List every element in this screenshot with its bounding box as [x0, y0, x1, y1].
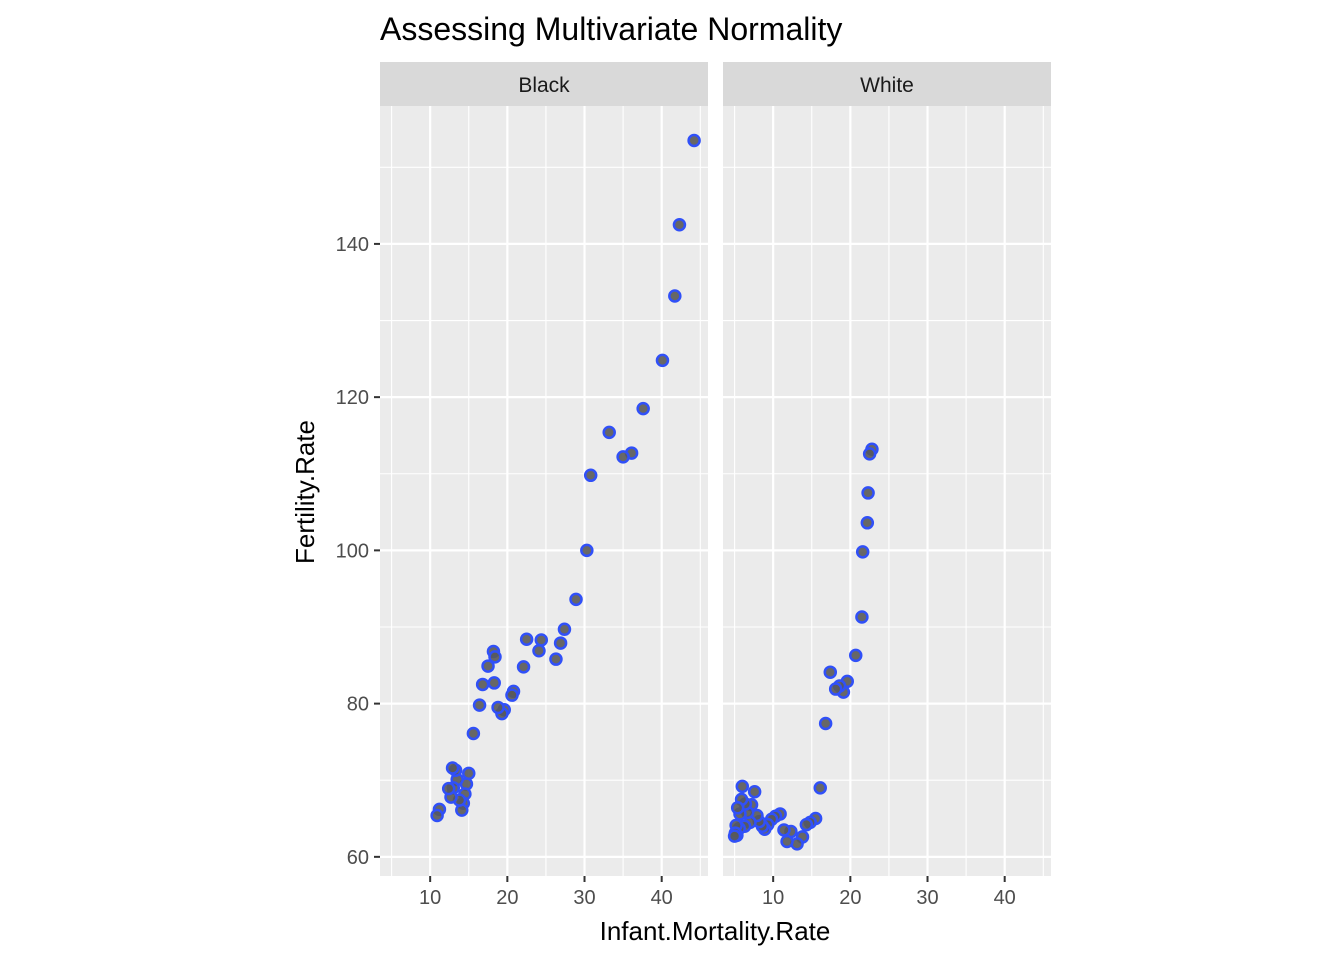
x-tick-label: 30	[573, 887, 595, 909]
data-point	[466, 726, 481, 741]
data-point	[860, 516, 875, 530]
x-axis-title: Infant.Mortality.Rate	[600, 916, 831, 946]
data-point	[445, 761, 460, 775]
data-point	[861, 486, 875, 500]
facet-strip-label: White	[860, 74, 914, 97]
data-point	[672, 218, 687, 232]
y-tick-label: 60	[347, 847, 369, 869]
data-point	[532, 643, 546, 658]
data-point	[505, 688, 519, 702]
data-point	[557, 622, 572, 637]
x-tick-label: 10	[762, 887, 784, 909]
data-point	[481, 659, 495, 673]
x-tick-label: 40	[994, 887, 1016, 909]
data-point	[491, 700, 505, 715]
data-point	[569, 592, 583, 607]
x-tick-label: 20	[839, 887, 861, 909]
data-point	[735, 779, 750, 794]
data-point	[462, 766, 476, 781]
data-point	[687, 133, 701, 148]
data-point	[472, 698, 487, 712]
data-point	[553, 636, 568, 650]
data-point	[655, 353, 670, 368]
data-points	[430, 133, 701, 823]
data-point	[862, 447, 877, 461]
x-tick-label: 20	[496, 887, 518, 909]
chart-title: Assessing Multivariate Normality	[380, 11, 842, 47]
data-point	[580, 543, 594, 558]
data-point	[813, 781, 827, 795]
data-point	[516, 660, 531, 674]
facet-strip	[723, 62, 1051, 106]
y-tick-label: 80	[347, 694, 369, 716]
x-tick-label: 10	[419, 887, 441, 909]
facet-panel-black: Black	[380, 62, 708, 876]
data-point	[549, 652, 563, 666]
data-point	[487, 676, 501, 690]
data-point	[475, 677, 490, 692]
facet-strip-label: Black	[518, 74, 570, 97]
x-tick-label: 40	[651, 887, 673, 909]
data-point	[818, 716, 833, 731]
y-tick-label: 100	[336, 540, 369, 562]
data-point	[855, 545, 870, 559]
panel-background	[380, 106, 708, 876]
data-point	[747, 784, 762, 799]
facet-panel-white: White	[723, 62, 1051, 876]
y-axis-title: Fertility.Rate	[290, 420, 320, 564]
data-point	[848, 648, 863, 663]
data-points	[727, 442, 879, 851]
data-point	[777, 823, 791, 837]
y-tick-label: 120	[336, 387, 369, 409]
data-point	[780, 834, 794, 849]
data-point	[730, 801, 745, 815]
x-tick-label: 30	[916, 887, 938, 909]
data-point	[430, 808, 444, 823]
facet-strip	[380, 62, 708, 106]
data-point	[823, 665, 838, 679]
data-point	[488, 650, 502, 664]
data-point	[519, 632, 534, 647]
x-axis-white: 10 20 30 40	[762, 876, 1016, 909]
data-point	[441, 781, 456, 796]
data-point	[602, 425, 616, 440]
data-point	[583, 468, 598, 483]
panel-background	[723, 106, 1051, 876]
data-point	[534, 633, 549, 647]
data-point	[727, 829, 742, 843]
y-tick-label: 140	[336, 234, 369, 256]
data-point	[828, 682, 843, 696]
data-point	[855, 610, 869, 624]
x-axis-black: 10 20 30 40	[419, 876, 673, 909]
data-point	[799, 817, 814, 832]
data-point	[616, 450, 630, 464]
data-point	[668, 289, 682, 303]
data-point	[636, 401, 650, 416]
